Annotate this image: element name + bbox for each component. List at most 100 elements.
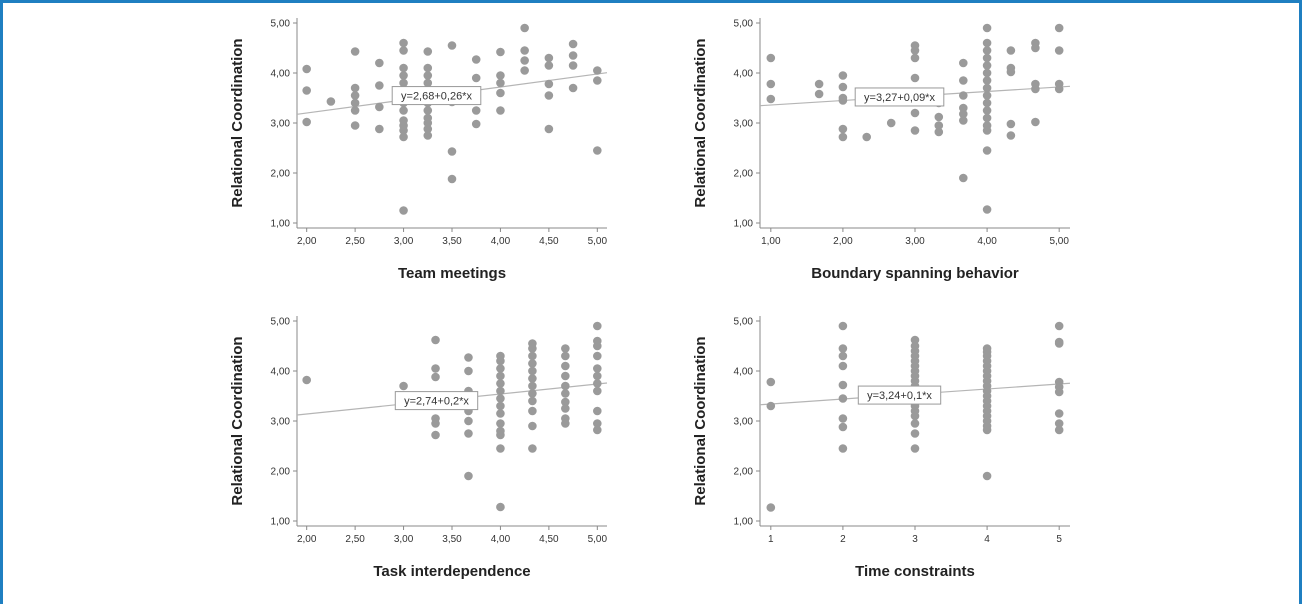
data-point xyxy=(528,344,537,353)
x-tick-label: 2,50 xyxy=(345,534,365,545)
data-point xyxy=(496,88,505,98)
data-point xyxy=(520,46,529,55)
data-point xyxy=(593,66,602,75)
equation-label: y=3,24+0,1*x xyxy=(867,390,932,402)
y-axis-title: Relational Coordination xyxy=(692,336,709,505)
data-point xyxy=(1054,84,1064,94)
data-point xyxy=(399,132,408,142)
data-point xyxy=(593,406,602,416)
data-point xyxy=(766,377,776,387)
data-point xyxy=(568,83,578,93)
data-point xyxy=(528,381,537,391)
data-point xyxy=(982,23,992,33)
data-point xyxy=(431,335,440,345)
data-point xyxy=(375,58,384,68)
x-axis-title: Boundary spanning behavior xyxy=(811,265,1019,282)
data-point xyxy=(496,379,505,388)
data-point xyxy=(593,351,602,361)
data-point xyxy=(1054,419,1064,428)
data-point xyxy=(982,126,992,135)
data-point xyxy=(520,23,529,33)
data-point xyxy=(423,124,433,134)
data-point xyxy=(496,409,505,418)
data-point xyxy=(838,321,848,331)
data-point xyxy=(1006,119,1016,129)
data-point xyxy=(838,96,848,105)
data-point xyxy=(561,419,570,428)
x-tick-label: 3,00 xyxy=(905,236,925,247)
data-point xyxy=(496,419,505,428)
y-tick-label: 1,00 xyxy=(271,517,291,528)
data-point xyxy=(496,502,505,512)
data-point xyxy=(464,366,473,376)
data-point xyxy=(496,444,505,453)
x-tick-label: 3 xyxy=(912,534,918,545)
data-point xyxy=(959,91,968,100)
data-point xyxy=(593,419,602,428)
data-point xyxy=(1054,321,1064,331)
x-axis-title: Team meetings xyxy=(398,265,506,282)
data-point xyxy=(910,335,920,345)
data-point xyxy=(862,132,871,142)
scatter-time-constraints: 1,00 2,00 3,00 4,00 5,00 1 2 3 4 5 y=3,24+0,1*x Tim… xyxy=(692,316,1071,580)
data-point xyxy=(982,106,992,115)
data-point xyxy=(959,109,968,119)
data-point xyxy=(561,344,570,353)
scatter-team-meetings: 1,00 2,00 3,00 4,00 5,00 2,00 2,50 3,00 3,50 4,00… xyxy=(229,18,608,282)
equation-label: y=2,74+0,2*x xyxy=(404,396,469,408)
data-point xyxy=(326,97,336,106)
data-point xyxy=(838,344,848,353)
data-point xyxy=(528,421,537,431)
y-tick-label: 5,00 xyxy=(734,317,754,328)
data-point xyxy=(471,73,481,83)
data-point xyxy=(593,425,602,435)
x-tick-label: 1 xyxy=(768,534,774,545)
data-point xyxy=(399,381,408,391)
data-point xyxy=(528,374,537,383)
y-tick-label: 5,00 xyxy=(271,19,291,30)
y-tick-label: 3,00 xyxy=(271,417,291,428)
data-point xyxy=(1054,409,1064,418)
data-point xyxy=(496,364,505,373)
data-point xyxy=(838,132,848,142)
x-tick-label: 5,00 xyxy=(588,236,608,247)
x-tick-label: 4,00 xyxy=(491,534,511,545)
data-point xyxy=(959,116,968,125)
scatter-task-interdependence: 1,00 2,00 3,00 4,00 5,00 2,00 2,50 3,00 3,50 4,00… xyxy=(229,316,607,580)
data-point xyxy=(544,91,554,100)
data-point xyxy=(934,127,944,137)
x-tick-label: 1,00 xyxy=(761,236,781,247)
data-point xyxy=(1054,425,1064,435)
data-point xyxy=(447,41,457,50)
data-point xyxy=(838,82,848,92)
data-point xyxy=(471,106,481,115)
data-point xyxy=(982,68,992,78)
data-point xyxy=(982,113,992,123)
data-point xyxy=(982,471,992,481)
data-point xyxy=(375,102,384,112)
y-tick-label: 3,00 xyxy=(734,119,754,130)
data-point xyxy=(561,389,570,398)
data-point xyxy=(496,371,505,381)
data-point xyxy=(838,361,848,371)
data-point xyxy=(838,422,848,432)
y-axis-title: Relational Coordination xyxy=(692,38,709,207)
data-point xyxy=(464,429,473,438)
y-tick-label: 5,00 xyxy=(734,19,754,30)
data-point xyxy=(1054,387,1064,397)
data-point xyxy=(544,79,554,89)
data-point xyxy=(375,81,384,90)
data-point xyxy=(528,359,537,368)
data-point xyxy=(561,351,570,361)
data-point xyxy=(423,106,433,115)
data-point xyxy=(838,124,848,134)
data-point xyxy=(1006,131,1016,140)
y-axis-title: Relational Coordination xyxy=(229,38,246,207)
data-point xyxy=(982,425,992,435)
data-point xyxy=(350,47,360,56)
y-tick-label: 4,00 xyxy=(271,367,291,378)
data-point xyxy=(431,364,440,373)
data-point xyxy=(766,94,776,104)
x-tick-label: 4,00 xyxy=(491,236,511,247)
